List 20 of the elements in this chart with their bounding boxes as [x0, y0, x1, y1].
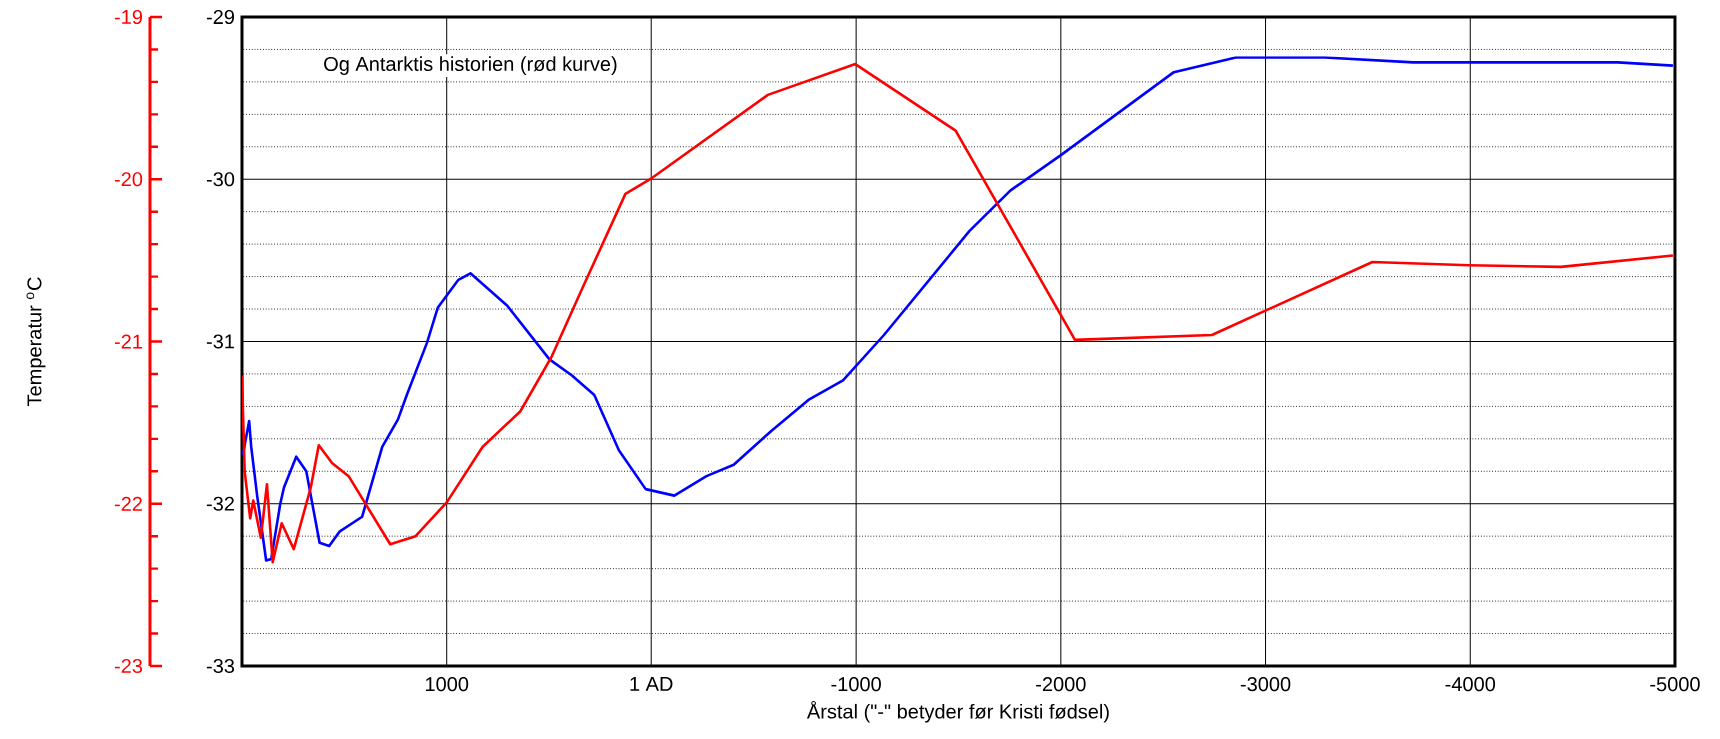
- y2-axis-title: Temperatur $^{o}$C: [26, 277, 46, 407]
- x-tick-label: -5000: [1650, 677, 1700, 692]
- x-tick-label: 1 AD: [630, 677, 673, 691]
- y-tick-label: -33: [206, 658, 235, 674]
- y-tick-label: -29: [206, 9, 234, 25]
- x-axis-title: Årstal ("-" betyder før Kristi fødsel): [806, 700, 1109, 723]
- y-tick-label: -31: [206, 334, 234, 349]
- y-tick-label: -32: [206, 496, 234, 511]
- y2-tick-label: -23: [114, 658, 143, 674]
- y-tick-label: -30: [206, 172, 235, 187]
- y2-tick-label: -19: [114, 9, 142, 25]
- x-tick-label: -2000: [1036, 677, 1086, 692]
- annotation: Og Antarktis historien (rød kurve): [324, 56, 617, 75]
- y2-tick-label: -20: [114, 172, 143, 187]
- x-tick-label: -4000: [1445, 677, 1496, 692]
- y2-tick-label: -22: [114, 496, 142, 511]
- x-tick-label: -1000: [831, 677, 881, 692]
- y2-tick-label: -21: [114, 334, 142, 349]
- x-tick-label: -3000: [1240, 677, 1291, 692]
- x-tick-label: 1000: [426, 677, 469, 692]
